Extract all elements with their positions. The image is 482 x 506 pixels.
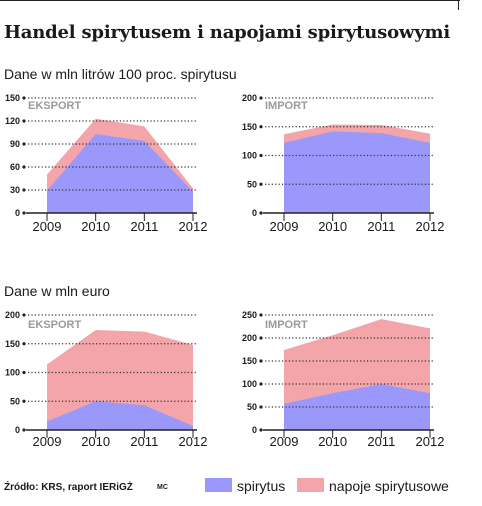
panel-label: EKSPORT xyxy=(28,100,81,112)
y-tick-label: 50 xyxy=(10,396,20,406)
y-tick-label: 0 xyxy=(252,425,257,435)
y-tick-label: 150 xyxy=(242,356,257,366)
x-tick-label: 2011 xyxy=(130,434,158,449)
top-rule-tick xyxy=(458,0,459,10)
x-tick-label: 2011 xyxy=(367,434,395,449)
x-tick-label: 2009 xyxy=(270,434,299,449)
section-volume-label: Dane w mln litrów 100 proc. spirytusu xyxy=(4,66,237,82)
tick-dot xyxy=(259,153,263,158)
legend-swatch-beverages xyxy=(297,478,324,492)
legend-swatch-spirit xyxy=(205,478,232,492)
x-tick-label: 2012 xyxy=(416,219,445,234)
panel-label: EKSPORT xyxy=(28,319,81,331)
x-tick-label: 2010 xyxy=(81,219,110,234)
y-tick-label: 60 xyxy=(10,162,20,172)
y-tick-label: 90 xyxy=(10,139,20,149)
tick-dot xyxy=(259,182,263,186)
x-tick-label: 2010 xyxy=(318,219,347,234)
tick-dot xyxy=(259,359,263,363)
tick-dot xyxy=(22,119,26,123)
legend-label-spirit: spirytus xyxy=(237,478,286,494)
tick-dot xyxy=(259,96,263,100)
tick-dot xyxy=(259,405,263,409)
section-value-label: Dane w mln euro xyxy=(4,283,110,299)
tick-dot xyxy=(259,336,263,340)
x-tick-label: 2011 xyxy=(367,219,395,234)
x-tick-label: 2010 xyxy=(81,434,110,449)
x-tick-label: 2009 xyxy=(270,219,299,234)
tick-dot xyxy=(259,313,263,317)
legend-label-beverages: napoje spirytusowe xyxy=(329,478,449,494)
top-rule xyxy=(0,0,460,1)
x-tick-label: 2012 xyxy=(179,434,208,449)
x-tick-label: 2012 xyxy=(179,219,208,234)
y-tick-label: 200 xyxy=(242,333,257,343)
author-credit: MC xyxy=(157,484,168,491)
x-tick-label: 2009 xyxy=(33,219,62,234)
x-tick-label: 2009 xyxy=(33,434,62,449)
x-tick-label: 2011 xyxy=(130,219,158,234)
y-tick-label: 100 xyxy=(5,368,20,378)
tick-dot xyxy=(22,313,26,317)
area-series-beverages xyxy=(47,329,193,430)
tick-dot xyxy=(22,370,26,375)
y-tick-label: 50 xyxy=(247,402,257,412)
area-series-spirit xyxy=(47,134,193,213)
y-tick-label: 120 xyxy=(5,116,20,126)
y-tick-label: 0 xyxy=(252,208,257,218)
tick-dot xyxy=(22,428,26,432)
page-title: Handel spirytusem i napojami spirytusowy… xyxy=(4,22,450,43)
y-tick-label: 100 xyxy=(242,379,257,389)
tick-dot xyxy=(259,211,263,215)
area-series-spirit xyxy=(47,401,193,430)
x-tick-label: 2012 xyxy=(416,434,445,449)
y-tick-label: 150 xyxy=(242,122,257,132)
tick-dot xyxy=(259,428,263,432)
y-tick-label: 100 xyxy=(242,151,257,161)
area-series-spirit xyxy=(284,131,430,213)
y-tick-label: 50 xyxy=(247,179,257,189)
tick-dot xyxy=(22,142,26,146)
y-tick-label: 250 xyxy=(242,310,257,320)
tick-dot xyxy=(22,188,26,192)
panel-label: IMPORT xyxy=(265,319,308,331)
y-tick-label: 200 xyxy=(5,310,20,320)
y-tick-label: 0 xyxy=(15,208,20,218)
y-tick-label: 0 xyxy=(15,425,20,435)
y-tick-label: 30 xyxy=(10,185,20,195)
tick-dot xyxy=(22,399,26,403)
panel-label: IMPORT xyxy=(265,100,308,112)
tick-dot xyxy=(22,342,26,346)
tick-dot xyxy=(22,165,26,169)
tick-dot xyxy=(22,96,26,100)
tick-dot xyxy=(259,382,263,386)
source-note: Źródło: KRS, raport IERiGŻ xyxy=(4,482,133,493)
tick-dot xyxy=(259,125,263,129)
x-tick-label: 2010 xyxy=(318,434,347,449)
y-tick-label: 150 xyxy=(5,339,20,349)
y-tick-label: 150 xyxy=(5,93,20,103)
y-tick-label: 200 xyxy=(242,93,257,103)
tick-dot xyxy=(22,211,26,215)
